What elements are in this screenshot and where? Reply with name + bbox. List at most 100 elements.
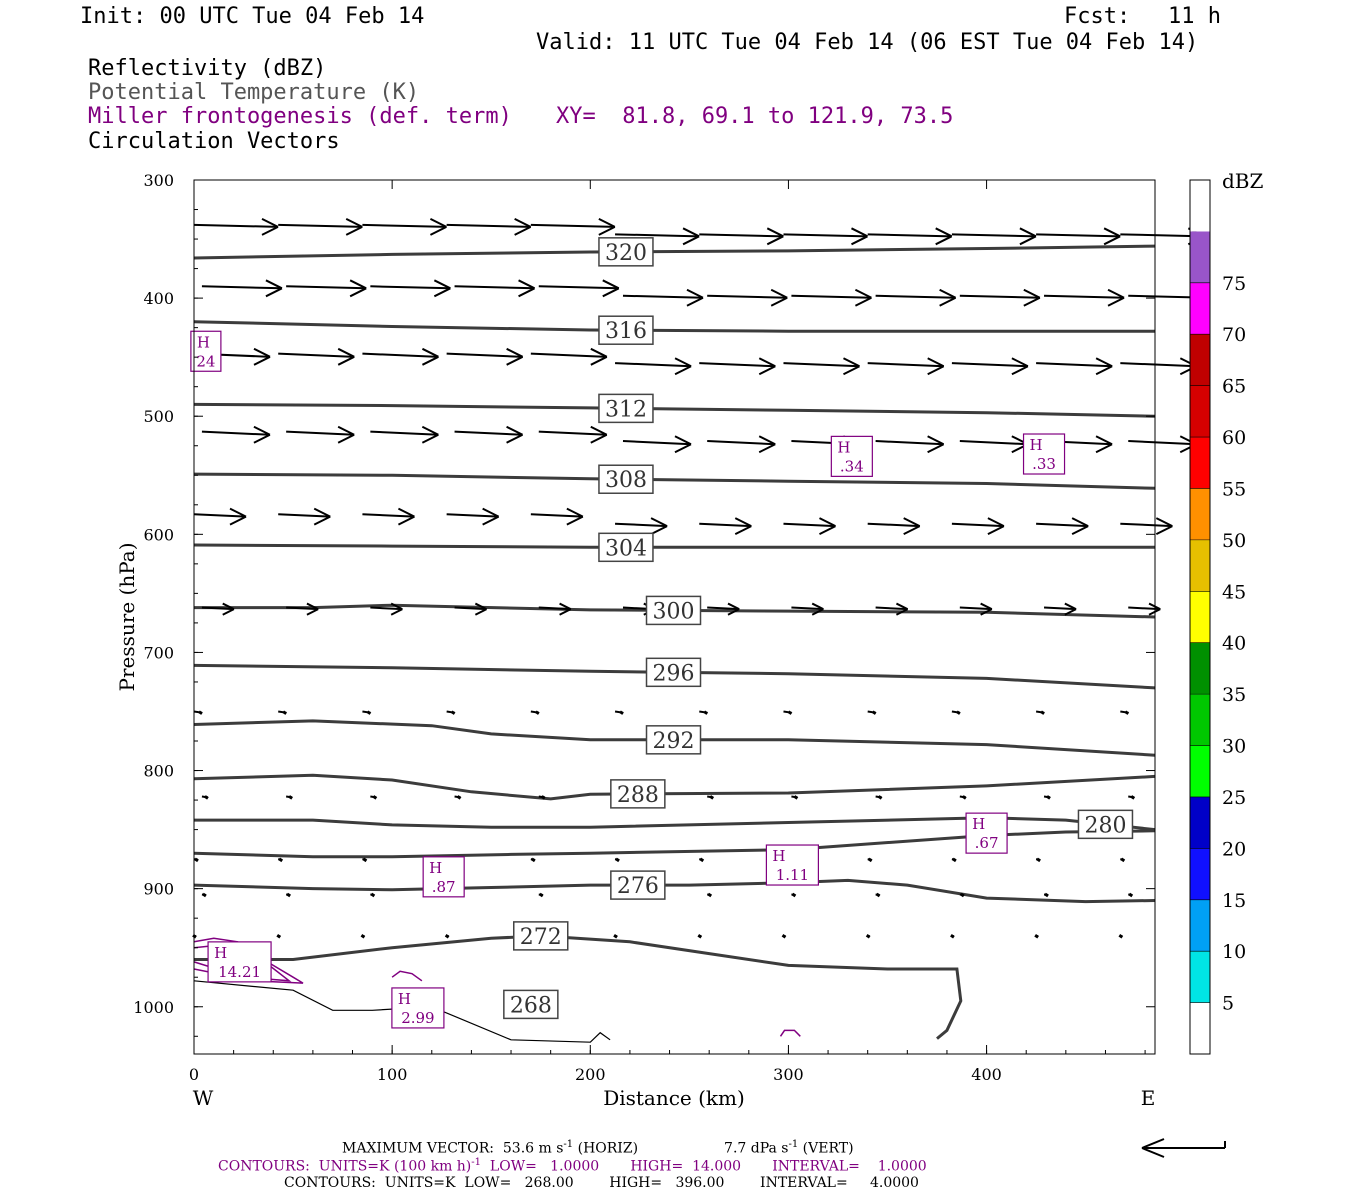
circulation-vector xyxy=(867,227,953,246)
theta-label-320: 320 xyxy=(598,237,654,267)
circulation-vector xyxy=(783,517,836,535)
circulation-vector xyxy=(454,425,524,444)
theta-contour-304 xyxy=(193,543,1155,549)
svg-text:14.21: 14.21 xyxy=(218,963,261,981)
circulation-vector xyxy=(865,934,871,939)
svg-text:.87: .87 xyxy=(432,878,456,896)
svg-text:308: 308 xyxy=(605,468,647,493)
colorbar-segment xyxy=(1190,385,1210,438)
svg-text:H: H xyxy=(429,859,442,877)
circulation-vector xyxy=(783,710,793,715)
svg-text:H: H xyxy=(772,847,785,865)
colorbar-label: 50 xyxy=(1222,530,1246,552)
colorbar-label: 30 xyxy=(1222,736,1246,758)
svg-text:.34: .34 xyxy=(840,457,864,475)
x-tick-label: 0 xyxy=(189,1065,199,1084)
colorbar-segment xyxy=(1190,437,1210,489)
colorbar-segment xyxy=(1190,282,1210,335)
circulation-vector xyxy=(370,795,378,800)
circulation-vector xyxy=(370,279,451,298)
circulation-vector xyxy=(530,857,536,863)
circulation-vector xyxy=(1128,435,1197,454)
circulation-vector xyxy=(278,347,355,366)
svg-text:H: H xyxy=(972,815,985,833)
circulation-vector xyxy=(362,710,372,715)
y-axis-label: Pressure (hPa) xyxy=(115,543,139,692)
theta-contour-unlabeled xyxy=(193,829,1156,859)
circulation-vector xyxy=(783,357,860,376)
field-frontogenesis: Miller frontogenesis (def. term) xyxy=(88,104,512,129)
circulation-vector xyxy=(707,795,715,800)
circulation-vector xyxy=(1118,934,1124,939)
circulation-vector xyxy=(530,347,608,366)
theta-label-304: 304 xyxy=(598,532,654,563)
forecast-label: Fcst: xyxy=(1064,4,1131,29)
colorbar-label: 25 xyxy=(1222,787,1246,809)
circulation-vector xyxy=(950,934,955,939)
circulation-vector xyxy=(622,288,704,307)
circulation-vector xyxy=(286,279,367,298)
theta-label-308: 308 xyxy=(598,464,654,494)
circulation-vector xyxy=(1120,857,1126,863)
circulation-vector xyxy=(1035,710,1045,715)
colorbar-label: 60 xyxy=(1222,427,1246,449)
circulation-vector xyxy=(454,602,488,616)
field-potential-temperature: Potential Temperature (K) xyxy=(88,80,420,105)
colorbar-label: 40 xyxy=(1222,633,1246,655)
svg-text:268: 268 xyxy=(510,993,552,1018)
svg-text:292: 292 xyxy=(653,729,695,754)
theta-label-296: 296 xyxy=(645,657,702,688)
colorbar-label: 45 xyxy=(1222,581,1246,603)
circulation-vector xyxy=(362,857,368,863)
circulation-vector xyxy=(278,857,284,863)
x-axis-label: Distance (km) xyxy=(603,1086,745,1110)
x-tick-label: 400 xyxy=(971,1065,1002,1084)
colorbar-label: 65 xyxy=(1222,376,1246,398)
circulation-vector xyxy=(1120,710,1130,715)
frontogenesis-max-label: H.87 xyxy=(422,856,465,898)
circulation-vector xyxy=(697,934,703,939)
circulation-vector xyxy=(1120,517,1173,535)
circulation-vector xyxy=(707,288,788,307)
circulation-vector xyxy=(193,507,247,526)
circulation-vector xyxy=(622,435,692,454)
theta-contour-292 xyxy=(193,719,1156,757)
circulation-vector xyxy=(1036,357,1113,376)
svg-text:.67: .67 xyxy=(975,834,999,852)
colorbar-segment xyxy=(1190,951,1210,1003)
circulation-vector xyxy=(699,227,784,246)
x-tick-label: 200 xyxy=(575,1065,606,1084)
theta-label-280: 280 xyxy=(1077,809,1134,840)
circulation-vector xyxy=(278,507,331,526)
theta-label-276: 276 xyxy=(610,870,666,900)
y-tick-label: 700 xyxy=(143,643,174,662)
circulation-vector xyxy=(362,507,415,526)
circulation-vector xyxy=(370,892,376,898)
svg-text:2.99: 2.99 xyxy=(401,1009,434,1027)
theta-contour-320 xyxy=(193,244,1156,260)
circulation-vector xyxy=(867,857,873,863)
east-label: E xyxy=(1141,1086,1156,1110)
circulation-vector xyxy=(444,934,450,939)
colorbar-segment xyxy=(1190,180,1210,232)
circulation-vector xyxy=(783,227,868,246)
circulation-vector xyxy=(370,602,403,616)
theta-label-300: 300 xyxy=(645,595,702,626)
theta-contour-312 xyxy=(193,402,1156,418)
circulation-vector xyxy=(615,517,668,535)
circulation-vector xyxy=(875,602,909,616)
circulation-vector xyxy=(538,892,544,898)
circulation-vector xyxy=(1035,857,1041,863)
circulation-vector xyxy=(1128,892,1134,898)
circulation-vector xyxy=(1120,357,1197,376)
circulation-vector xyxy=(951,227,1037,246)
theta-label-288: 288 xyxy=(610,779,666,809)
circulation-vector xyxy=(1036,227,1121,246)
frontogenesis-max-label: H.34 xyxy=(830,435,873,477)
circulation-vector xyxy=(454,279,536,298)
circulation-vector xyxy=(530,507,584,526)
svg-text:304: 304 xyxy=(605,536,647,561)
circulation-vector xyxy=(362,347,439,366)
circulation-vector xyxy=(446,217,532,236)
circulation-vector xyxy=(875,795,883,800)
